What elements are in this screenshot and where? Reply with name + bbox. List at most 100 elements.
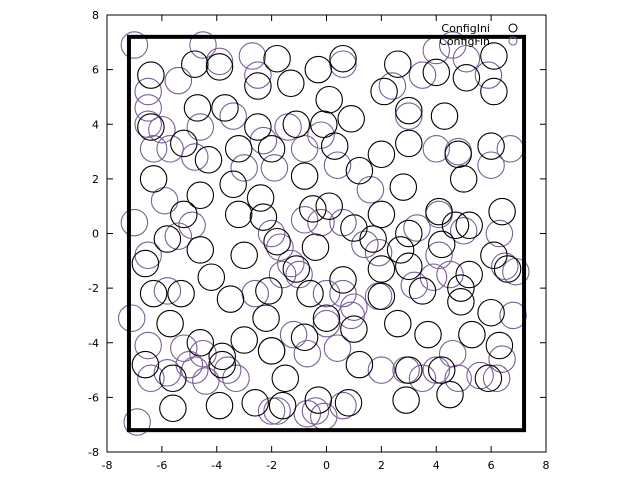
point-configfin-33 <box>290 135 319 163</box>
point-configini-90 <box>458 320 486 349</box>
point-configini-37 <box>186 181 215 210</box>
point-configfin-48 <box>403 214 431 242</box>
y-axis: -8 -6 -4 -2 0 2 4 6 8 <box>88 9 546 459</box>
point-configini-99 <box>427 356 456 384</box>
point-configfin-42 <box>277 249 305 278</box>
point-configini-9 <box>395 96 423 125</box>
legend-label-configini: ConfigIni <box>441 22 490 35</box>
point-configini-12 <box>480 42 508 70</box>
point-configini-96 <box>271 364 300 393</box>
point-configfin-37 <box>178 211 206 240</box>
point-configfin-61 <box>364 282 393 311</box>
point-configini-72 <box>395 252 423 281</box>
point-configini-44 <box>224 200 253 229</box>
point-configfin-16 <box>186 113 215 141</box>
point-configfin-44 <box>307 208 335 237</box>
x-tick-label: -8 <box>102 459 113 472</box>
point-configfin-68 <box>170 334 198 362</box>
point-configfin-87 <box>488 345 516 373</box>
point-configini-75 <box>455 260 483 289</box>
point-configini-67 <box>255 277 283 305</box>
point-configfin-17 <box>219 102 247 130</box>
x-tick-label: 2 <box>378 459 385 472</box>
point-configini-13 <box>137 113 165 141</box>
point-configini-52 <box>488 197 516 226</box>
point-configfin-80 <box>392 356 420 384</box>
point-configini-15 <box>183 94 212 122</box>
simulation-box <box>126 34 527 433</box>
point-configini-56 <box>230 241 258 270</box>
point-configini-64 <box>167 279 195 308</box>
point-configfin-98 <box>310 402 338 431</box>
y-tick-label: 4 <box>92 118 99 131</box>
point-configini-58 <box>301 233 330 261</box>
point-configfin-83 <box>438 339 467 368</box>
point-configfin-29 <box>139 135 168 163</box>
point-configfin-90 <box>153 359 182 387</box>
point-configini-74 <box>447 288 475 316</box>
point-configfin-2 <box>205 47 234 76</box>
point-configini-107 <box>392 386 420 414</box>
point-configini-108 <box>436 380 464 409</box>
point-configfin-79 <box>367 356 396 384</box>
point-configfin-22 <box>378 72 407 100</box>
point-configini-27 <box>224 135 253 163</box>
point-configini-31 <box>345 156 374 185</box>
point-configini-6 <box>304 55 333 84</box>
point-configini-57 <box>263 227 291 256</box>
point-configfin-54 <box>153 277 182 305</box>
point-configini-104 <box>268 391 297 420</box>
point-configfin-32 <box>260 154 289 182</box>
point-configini-17 <box>244 113 272 141</box>
point-configini-105 <box>304 386 333 414</box>
point-configfin-59 <box>329 279 357 308</box>
point-configini-68 <box>282 255 311 283</box>
point-configini-82 <box>257 337 286 365</box>
point-configini-81 <box>252 304 280 332</box>
point-configfin-27 <box>477 151 505 179</box>
point-configfin-66 <box>117 304 146 332</box>
point-configini-53 <box>131 249 160 278</box>
point-configfin-50 <box>449 217 478 245</box>
x-tick-label: -2 <box>266 459 277 472</box>
point-configini-7 <box>329 44 357 73</box>
point-configini-8 <box>384 50 412 78</box>
point-configfin-89 <box>137 364 165 393</box>
point-configini-41 <box>389 173 418 201</box>
point-configini-28 <box>257 135 286 163</box>
point-configini-65 <box>197 263 226 291</box>
y-tick-label: 6 <box>92 64 99 77</box>
point-configfin-0 <box>120 31 149 59</box>
point-configini-60 <box>386 236 415 264</box>
point-configini-36 <box>477 132 505 160</box>
point-configfin-46 <box>351 230 379 259</box>
point-configfin-51 <box>485 219 514 248</box>
point-configini-14 <box>170 129 198 158</box>
point-configfin-84 <box>444 364 472 393</box>
point-configini-40 <box>299 195 327 223</box>
point-configfin-30 <box>181 143 209 171</box>
point-configini-4 <box>263 44 291 73</box>
point-configfin-40 <box>257 219 286 248</box>
point-configini-79 <box>208 342 236 371</box>
point-configfin-39 <box>134 241 162 270</box>
point-configfin-10 <box>134 77 162 106</box>
point-configfin-86 <box>482 364 511 393</box>
point-configfin-91 <box>175 350 204 379</box>
point-configfin-8 <box>452 44 481 73</box>
point-configfin-58 <box>312 279 341 308</box>
point-configini-21 <box>337 105 365 133</box>
point-configini-35 <box>449 165 478 193</box>
point-configini-5 <box>277 69 305 98</box>
point-configini-16 <box>211 94 239 122</box>
point-configfin-81 <box>408 364 437 393</box>
point-configini-22 <box>370 77 398 106</box>
point-configini-34 <box>444 140 472 169</box>
point-configini-101 <box>159 394 187 423</box>
point-configini-2 <box>205 53 234 81</box>
point-configfin-41 <box>266 233 294 261</box>
point-configfin-24 <box>408 61 437 89</box>
x-tick-label: 0 <box>323 459 330 472</box>
point-configini-89 <box>447 274 475 302</box>
point-configfin-76 <box>312 309 341 338</box>
